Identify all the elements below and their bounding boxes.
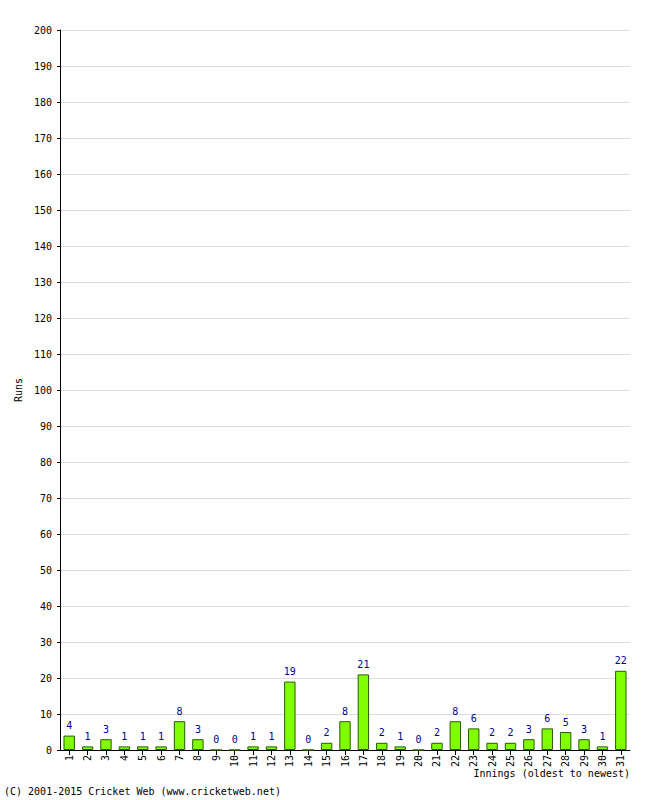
svg-text:16: 16 xyxy=(340,755,351,767)
svg-text:2: 2 xyxy=(379,727,385,738)
svg-text:0: 0 xyxy=(305,734,311,745)
svg-text:14: 14 xyxy=(303,755,314,767)
svg-text:1: 1 xyxy=(599,731,605,742)
svg-text:19: 19 xyxy=(284,666,296,677)
svg-text:6: 6 xyxy=(544,713,550,724)
svg-text:28: 28 xyxy=(560,755,571,767)
svg-text:150: 150 xyxy=(34,205,52,216)
svg-text:26: 26 xyxy=(523,755,534,767)
svg-text:0: 0 xyxy=(213,734,219,745)
svg-text:2: 2 xyxy=(489,727,495,738)
svg-text:2: 2 xyxy=(434,727,440,738)
svg-text:21: 21 xyxy=(431,755,442,767)
svg-text:1: 1 xyxy=(250,731,256,742)
svg-text:27: 27 xyxy=(542,755,553,767)
svg-text:3: 3 xyxy=(581,724,587,735)
svg-text:1: 1 xyxy=(158,731,164,742)
svg-text:0: 0 xyxy=(46,745,52,756)
svg-text:5: 5 xyxy=(137,755,148,761)
svg-text:1: 1 xyxy=(64,755,75,761)
svg-text:90: 90 xyxy=(40,421,52,432)
svg-text:10: 10 xyxy=(40,709,52,720)
svg-text:15: 15 xyxy=(321,755,332,767)
svg-text:60: 60 xyxy=(40,529,52,540)
svg-text:6: 6 xyxy=(471,713,477,724)
svg-text:0: 0 xyxy=(416,734,422,745)
svg-text:8: 8 xyxy=(452,706,458,717)
svg-text:Runs: Runs xyxy=(13,378,24,402)
svg-text:40: 40 xyxy=(40,601,52,612)
svg-text:25: 25 xyxy=(505,755,516,767)
svg-text:180: 180 xyxy=(34,97,52,108)
svg-text:20: 20 xyxy=(40,673,52,684)
svg-text:11: 11 xyxy=(248,755,259,767)
svg-text:21: 21 xyxy=(357,659,369,670)
svg-text:8: 8 xyxy=(342,706,348,717)
svg-text:12: 12 xyxy=(266,755,277,767)
svg-text:170: 170 xyxy=(34,133,52,144)
svg-text:20: 20 xyxy=(413,755,424,767)
svg-text:13: 13 xyxy=(284,755,295,767)
svg-text:30: 30 xyxy=(597,755,608,767)
svg-text:23: 23 xyxy=(468,755,479,767)
svg-text:3: 3 xyxy=(526,724,532,735)
svg-text:50: 50 xyxy=(40,565,52,576)
svg-text:3: 3 xyxy=(195,724,201,735)
svg-text:1: 1 xyxy=(85,731,91,742)
svg-text:22: 22 xyxy=(450,755,461,767)
svg-text:30: 30 xyxy=(40,637,52,648)
svg-text:8: 8 xyxy=(177,706,183,717)
svg-text:2: 2 xyxy=(507,727,513,738)
svg-text:80: 80 xyxy=(40,457,52,468)
svg-text:3: 3 xyxy=(103,724,109,735)
svg-text:1: 1 xyxy=(140,731,146,742)
svg-text:6: 6 xyxy=(156,755,167,761)
svg-text:9: 9 xyxy=(211,755,222,761)
svg-text:7: 7 xyxy=(174,755,185,761)
svg-text:1: 1 xyxy=(268,731,274,742)
svg-text:22: 22 xyxy=(615,655,627,666)
svg-text:17: 17 xyxy=(358,755,369,767)
svg-text:5: 5 xyxy=(563,717,569,728)
svg-text:24: 24 xyxy=(487,755,498,767)
svg-text:130: 130 xyxy=(34,277,52,288)
svg-text:190: 190 xyxy=(34,61,52,72)
svg-text:8: 8 xyxy=(192,755,203,761)
svg-text:4: 4 xyxy=(66,720,72,731)
svg-text:120: 120 xyxy=(34,313,52,324)
svg-text:1: 1 xyxy=(121,731,127,742)
svg-text:1: 1 xyxy=(397,731,403,742)
svg-text:70: 70 xyxy=(40,493,52,504)
svg-text:200: 200 xyxy=(34,25,52,36)
svg-text:10: 10 xyxy=(229,755,240,767)
svg-text:100: 100 xyxy=(34,385,52,396)
svg-text:140: 140 xyxy=(34,241,52,252)
svg-text:29: 29 xyxy=(579,755,590,767)
svg-text:110: 110 xyxy=(34,349,52,360)
svg-text:2: 2 xyxy=(82,755,93,761)
svg-text:31: 31 xyxy=(615,755,626,767)
svg-text:2: 2 xyxy=(324,727,330,738)
svg-text:18: 18 xyxy=(376,755,387,767)
svg-text:160: 160 xyxy=(34,169,52,180)
svg-text:19: 19 xyxy=(395,755,406,767)
svg-text:Innings (oldest to newest): Innings (oldest to newest) xyxy=(473,768,630,779)
svg-text:(C) 2001-2015 Cricket Web (www: (C) 2001-2015 Cricket Web (www.cricketwe… xyxy=(4,786,281,797)
svg-text:3: 3 xyxy=(100,755,111,761)
svg-text:0: 0 xyxy=(232,734,238,745)
svg-text:4: 4 xyxy=(119,755,130,761)
